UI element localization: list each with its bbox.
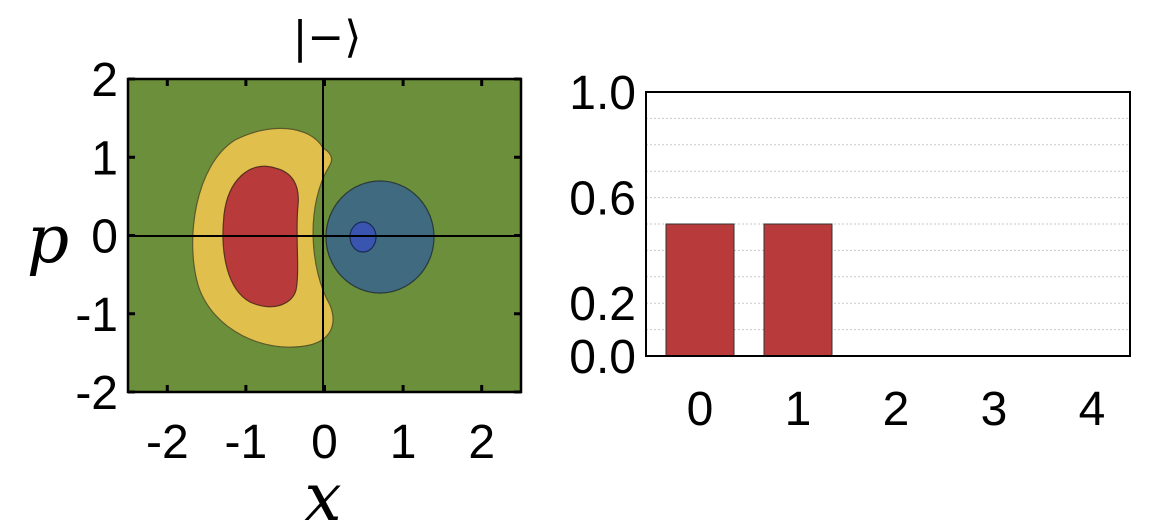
bar-ytick-label: 0.6 <box>569 173 636 226</box>
bar-0 <box>665 223 735 357</box>
wigner-ylabel: p <box>27 201 69 278</box>
bar-xtick-label: 4 <box>1079 383 1106 436</box>
wigner-title: |−⟩ <box>293 12 362 63</box>
wigner-plot: |−⟩ -2 -1 0 1 2 2 1 0 -1 -2 x p <box>27 12 523 531</box>
bar-chart: 1.0 0.6 0.2 0.0 0 1 2 3 4 <box>569 67 1131 436</box>
bar-ytick-label: 1.0 <box>569 67 636 120</box>
bar-ytick-label: 0.0 <box>569 331 636 384</box>
wigner-ytick-label: -2 <box>75 367 118 420</box>
bar-xtick-label: 3 <box>981 383 1008 436</box>
wigner-ytick-label: 0 <box>91 211 118 264</box>
bar-1 <box>763 223 833 357</box>
bar-ytick-label: 0.2 <box>569 278 636 331</box>
bar-frame <box>645 91 1131 357</box>
bar-xtick-label: 2 <box>883 383 910 436</box>
bar-xtick-label: 0 <box>687 383 714 436</box>
wigner-ytick-label: 1 <box>91 132 118 185</box>
wigner-xtick-label: -1 <box>225 416 268 469</box>
wigner-xtick-label: -2 <box>146 416 189 469</box>
wigner-xlabel: x <box>304 459 341 531</box>
bar-xtick-label: 1 <box>785 383 812 436</box>
wigner-xtick-label: 2 <box>468 416 495 469</box>
wigner-ytick-label: -1 <box>75 289 118 342</box>
wigner-xtick-label: 0 <box>311 416 338 469</box>
wigner-xtick-label: 1 <box>390 416 417 469</box>
wigner-tick-marks <box>128 77 521 394</box>
bar-series <box>665 223 833 357</box>
wigner-ytick-label: 2 <box>91 54 118 107</box>
